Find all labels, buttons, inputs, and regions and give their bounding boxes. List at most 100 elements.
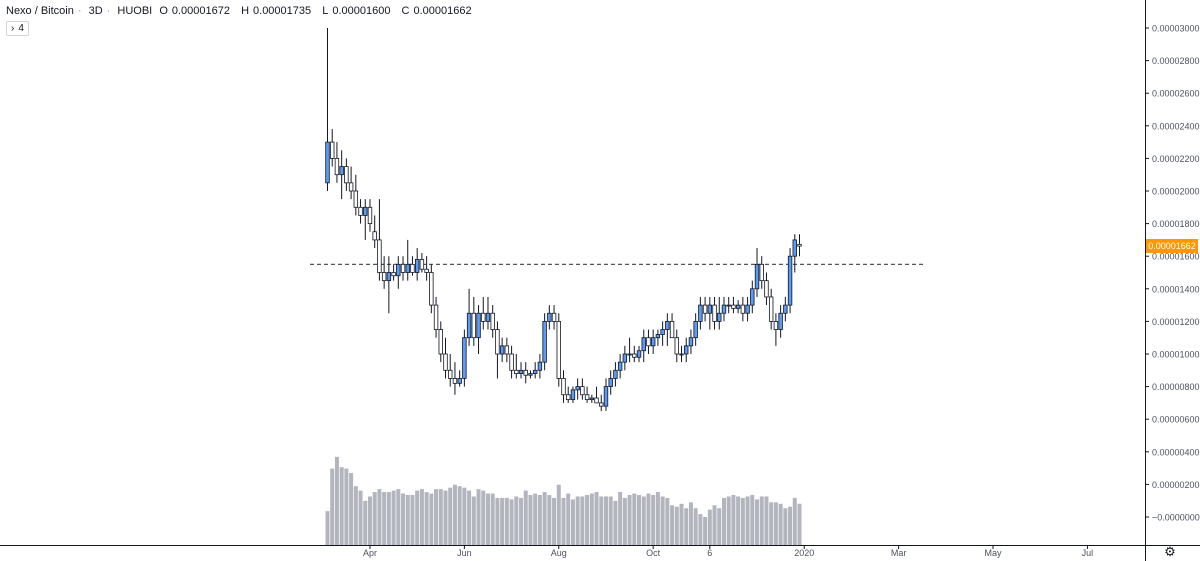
candle[interactable] bbox=[745, 296, 750, 322]
candle[interactable] bbox=[669, 313, 675, 339]
candle[interactable] bbox=[787, 248, 793, 314]
candle[interactable] bbox=[443, 337, 448, 379]
candle[interactable] bbox=[344, 158, 349, 191]
candle[interactable] bbox=[481, 296, 486, 330]
candle[interactable] bbox=[367, 199, 373, 232]
candle[interactable] bbox=[495, 321, 500, 379]
candle[interactable] bbox=[792, 234, 797, 273]
candle[interactable] bbox=[584, 386, 590, 403]
candle[interactable] bbox=[698, 296, 703, 330]
candle[interactable] bbox=[566, 386, 571, 403]
candle[interactable] bbox=[575, 378, 580, 400]
candle[interactable] bbox=[476, 305, 481, 354]
candle[interactable] bbox=[764, 272, 769, 306]
candle[interactable] bbox=[594, 386, 599, 404]
candle[interactable] bbox=[570, 386, 576, 403]
candle[interactable] bbox=[429, 264, 434, 314]
candle[interactable] bbox=[759, 256, 764, 289]
candle[interactable] bbox=[778, 305, 783, 338]
candle[interactable] bbox=[646, 329, 651, 354]
candle[interactable] bbox=[448, 354, 453, 387]
candle[interactable] bbox=[514, 354, 519, 379]
candle[interactable] bbox=[650, 329, 656, 354]
candle[interactable] bbox=[731, 296, 736, 314]
candle[interactable] bbox=[617, 354, 623, 379]
candle[interactable] bbox=[547, 305, 552, 330]
candle[interactable] bbox=[750, 280, 755, 314]
candle[interactable] bbox=[396, 256, 401, 289]
candle[interactable] bbox=[330, 129, 335, 167]
candle[interactable] bbox=[499, 337, 505, 363]
symbol-name[interactable]: Nexo / Bitcoin bbox=[6, 5, 74, 17]
candle[interactable] bbox=[655, 329, 661, 346]
candle[interactable] bbox=[424, 256, 429, 281]
candle[interactable] bbox=[414, 248, 420, 281]
candle[interactable] bbox=[768, 288, 774, 330]
candle[interactable] bbox=[707, 296, 713, 330]
candle[interactable] bbox=[679, 345, 684, 363]
indicators-toggle-button[interactable]: › 4 bbox=[6, 21, 29, 36]
candle[interactable] bbox=[622, 345, 628, 371]
candle[interactable] bbox=[485, 296, 491, 330]
candle[interactable] bbox=[688, 329, 694, 354]
candle[interactable] bbox=[537, 354, 543, 379]
candle[interactable] bbox=[684, 337, 689, 363]
candle[interactable] bbox=[462, 329, 467, 387]
candle[interactable] bbox=[556, 313, 561, 387]
candle[interactable] bbox=[740, 296, 746, 322]
candle[interactable] bbox=[580, 378, 585, 400]
candle[interactable] bbox=[561, 370, 566, 403]
candle[interactable] bbox=[334, 142, 340, 183]
candle[interactable] bbox=[325, 28, 330, 191]
candle[interactable] bbox=[400, 256, 406, 281]
candle[interactable] bbox=[717, 296, 722, 330]
candle[interactable] bbox=[353, 174, 359, 216]
candle[interactable] bbox=[377, 199, 382, 281]
candle[interactable] bbox=[419, 252, 425, 273]
candle[interactable] bbox=[348, 166, 354, 200]
candle[interactable] bbox=[438, 321, 443, 363]
candle[interactable] bbox=[381, 256, 387, 289]
candle[interactable] bbox=[693, 313, 698, 346]
candle[interactable] bbox=[523, 362, 528, 384]
candle[interactable] bbox=[504, 337, 510, 363]
candle[interactable] bbox=[471, 296, 477, 346]
candle[interactable] bbox=[636, 345, 642, 363]
candle[interactable] bbox=[712, 296, 717, 330]
candle[interactable] bbox=[551, 305, 557, 330]
candle[interactable] bbox=[627, 337, 632, 363]
candle[interactable] bbox=[452, 362, 458, 395]
candle[interactable] bbox=[773, 313, 779, 346]
price-axis[interactable]: 0.00003000 0.00002800 0.00002600 0.00002400… bbox=[1145, 0, 1200, 561]
candle[interactable] bbox=[490, 305, 495, 338]
candle[interactable] bbox=[532, 362, 538, 379]
candle[interactable] bbox=[528, 370, 533, 379]
candle[interactable] bbox=[363, 199, 368, 240]
interval-label[interactable]: 3D bbox=[88, 5, 103, 17]
candle[interactable] bbox=[599, 394, 604, 412]
candle[interactable] bbox=[754, 248, 760, 297]
candle[interactable] bbox=[339, 150, 344, 200]
candle[interactable] bbox=[410, 256, 415, 276]
candle[interactable] bbox=[457, 370, 462, 387]
candle[interactable] bbox=[433, 296, 439, 338]
candle[interactable] bbox=[702, 296, 708, 322]
candle[interactable] bbox=[641, 329, 646, 363]
candle[interactable] bbox=[466, 288, 472, 346]
gear-icon[interactable]: ⚙ bbox=[1164, 544, 1176, 559]
candle[interactable] bbox=[589, 394, 595, 403]
candle[interactable] bbox=[632, 345, 637, 363]
candle[interactable] bbox=[386, 256, 392, 314]
candle[interactable] bbox=[735, 300, 741, 314]
candle[interactable] bbox=[783, 296, 788, 322]
candle[interactable] bbox=[665, 313, 670, 346]
candle[interactable] bbox=[358, 199, 363, 224]
candle[interactable] bbox=[721, 296, 727, 322]
candle[interactable] bbox=[613, 362, 618, 387]
candle[interactable] bbox=[797, 234, 802, 257]
candle[interactable] bbox=[405, 239, 410, 281]
candle[interactable] bbox=[518, 362, 524, 379]
candle[interactable] bbox=[542, 313, 547, 371]
candle[interactable] bbox=[372, 215, 377, 249]
